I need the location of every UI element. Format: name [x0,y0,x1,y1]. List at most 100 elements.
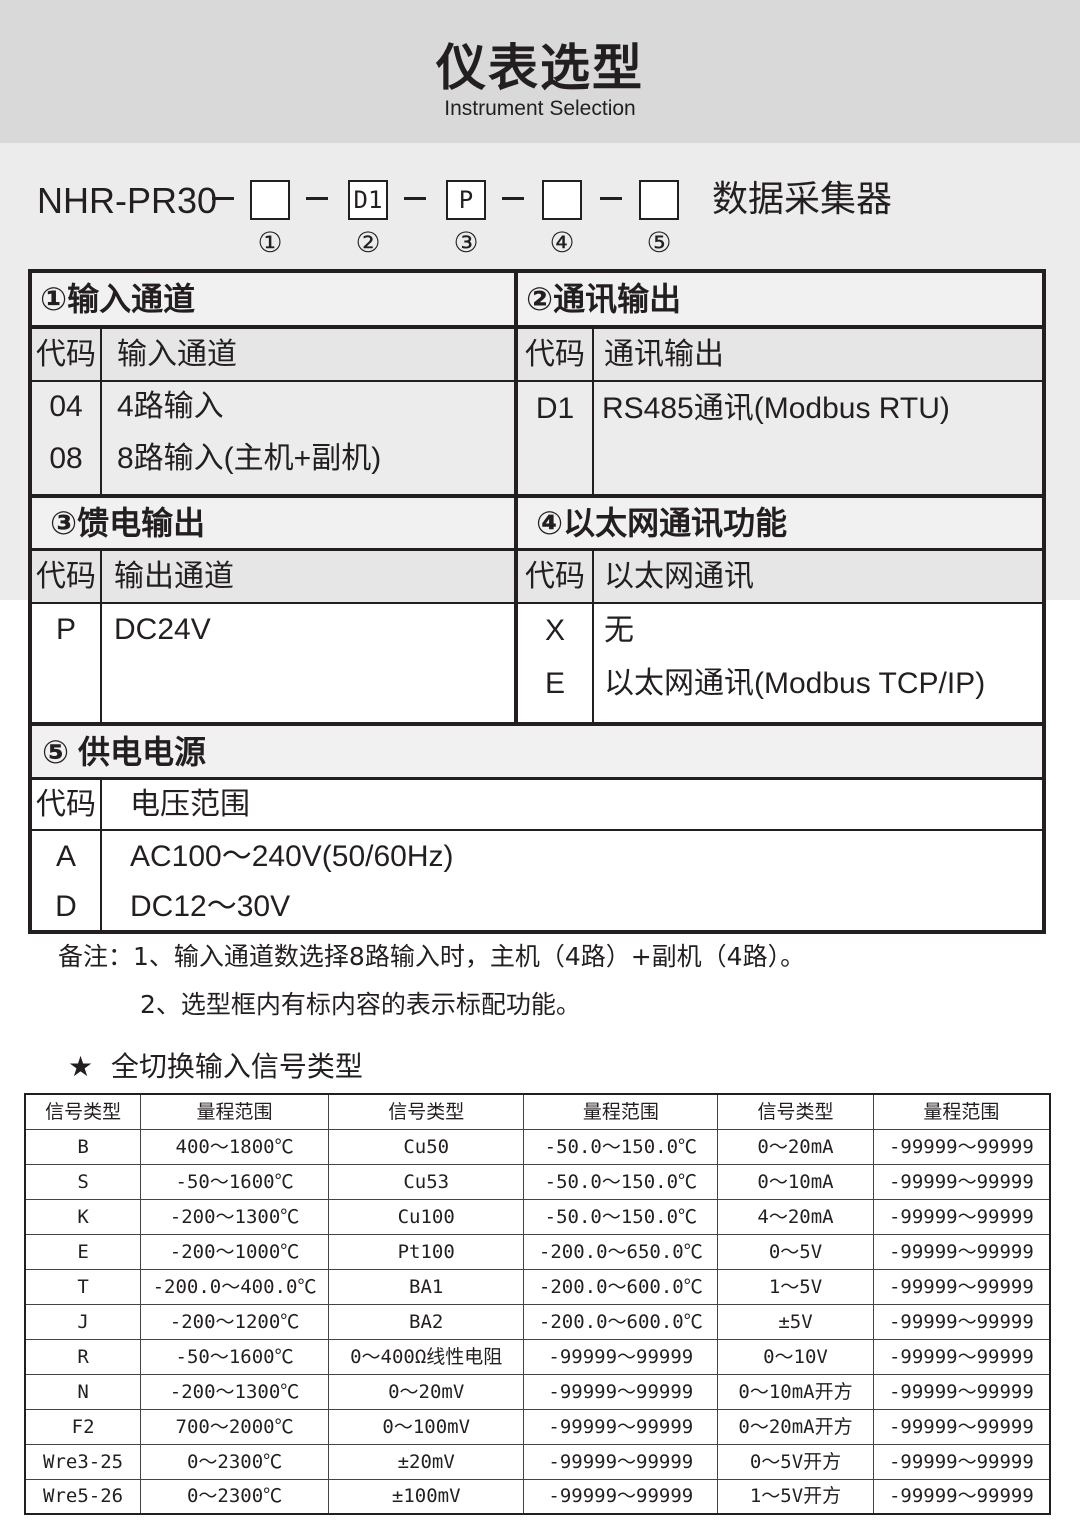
table-cell: E [24,1233,142,1270]
table-cell: -200～1000℃ [140,1233,329,1270]
page-header: 仪表选型 Instrument Selection [0,0,1080,143]
desc-cell: DC24V [114,613,211,646]
section-4-desc-header: 以太网通讯 [604,559,754,593]
divider [32,548,1042,551]
divider [32,777,1042,780]
section-2-title: ②通讯输出 [518,273,1042,325]
dash [502,197,524,200]
code-cell: D [55,889,77,923]
note-2: 2、选型框内有标内容的表示标配功能。 [140,990,581,1019]
desc-cell: 8路输入(主机+副机) [117,442,382,475]
section-1-title: ①输入通道 [32,273,514,325]
table-cell: -50～1600℃ [140,1163,329,1200]
desc-cell: AC100～240V(50/60Hz) [130,840,454,873]
table-cell: -99999～99999 [523,1408,719,1445]
table-row: Wre3-25 0～2300℃ ±20mV -99999～99999 0～5V开方 -99… [24,1443,1051,1480]
signal-table-header: 信号类型 量程范围 信号类型 量程范围 信号类型 量程范围 [24,1093,1051,1130]
section-3-code-header: 代码 [36,559,96,593]
column-header: 量程范围 [140,1093,329,1130]
section-4-code-header: 代码 [525,559,585,593]
code-cell: E [544,667,565,700]
section-5-title: ⑤ 供电电源 [32,726,1042,777]
table-cell: -99999～99999 [872,1268,1051,1305]
table-cell: 0～400Ω线性电阻 [327,1338,525,1375]
table-cell: 1～5V开方 [717,1478,874,1515]
table-cell: 400～1800℃ [140,1128,329,1165]
section-5-desc-header: 电压范围 [130,787,250,821]
code-cell: P [55,613,76,646]
option-number-5: ⑤ [646,226,672,259]
table-cell: Cu50 [327,1128,525,1165]
divider [592,551,594,723]
section-2-header [518,329,1042,380]
column-header: 信号类型 [717,1093,874,1130]
divider [592,329,594,495]
code-cell: 04 [49,390,83,423]
table-cell: 4～20mA [717,1198,874,1235]
table-cell: 0～5V [717,1233,874,1270]
table-cell: 0～2300℃ [140,1443,329,1480]
table-cell: -200.0～400.0℃ [140,1268,329,1305]
table-cell: -99999～99999 [523,1478,719,1515]
table-cell: -99999～99999 [523,1373,719,1410]
table-cell: 0～10V [717,1338,874,1375]
table-row: E -200～1000℃ Pt100 -200.0～650.0℃ 0～5V -99999～… [24,1233,1051,1270]
section-3-title: ③馈电输出 [32,498,514,548]
section-4-header [518,551,1042,602]
option-box-2: D1 [348,180,388,220]
table-cell: Pt100 [327,1233,525,1270]
table-cell: -50～1600℃ [140,1338,329,1375]
table-cell: 0～5V开方 [717,1443,874,1480]
signal-table-title: ★ 全切换输入信号类型 [68,1050,363,1083]
table-cell: 700～2000℃ [140,1408,329,1445]
divider [32,494,1042,498]
table-cell: Cu100 [327,1198,525,1235]
section-3-header [32,551,514,602]
divider [100,329,102,495]
table-cell: -99999～99999 [872,1303,1051,1340]
option-box-1 [250,180,290,220]
dash [600,197,622,200]
option-number-4: ④ [549,226,575,259]
table-cell: T [24,1268,142,1305]
dash [306,197,328,200]
section-5-code-header: 代码 [36,787,96,821]
option-box-3: P [446,180,486,220]
table-cell: K [24,1198,142,1235]
table-row: K -200～1300℃ Cu100 -50.0～150.0℃ 4～20mA -99999… [24,1198,1051,1235]
table-cell: -50.0～150.0℃ [523,1128,719,1165]
section-4-title: ④以太网通讯功能 [518,498,1042,548]
table-cell: -200～1300℃ [140,1198,329,1235]
section-2-desc-header: 通讯输出 [604,337,724,371]
table-cell: 0～2300℃ [140,1478,329,1515]
divider [32,380,1042,382]
table-cell: 1～5V [717,1268,874,1305]
code-cell: A [55,840,76,873]
option-number-2: ② [355,226,381,259]
desc-cell: RS485通讯(Modbus RTU) [602,392,950,425]
table-cell: -99999～99999 [872,1478,1051,1515]
table-cell: R [24,1338,142,1375]
page-title: 仪表选型 [436,39,644,97]
table-cell: -99999～99999 [523,1443,719,1480]
table-cell: -99999～99999 [872,1198,1051,1235]
table-cell: -99999～99999 [872,1233,1051,1270]
code-cell: D1 [535,392,575,425]
table-cell: ±100mV [327,1478,525,1515]
desc-cell: DC12～30V [130,889,291,923]
section-1-desc-header: 输入通道 [117,337,237,371]
table-cell: 0～10mA开方 [717,1373,874,1410]
table-cell: Wre5-26 [24,1478,142,1515]
table-row: S -50～1600℃ Cu53 -50.0～150.0℃ 0～10mA -99999～9… [24,1163,1051,1200]
table-cell: S [24,1163,142,1200]
table-cell: -99999～99999 [872,1163,1051,1200]
table-row: N -200～1300℃ 0～20mV -99999～99999 0～10mA开方 -99… [24,1373,1051,1410]
code-cell: X [544,614,565,647]
table-cell: Cu53 [327,1163,525,1200]
divider [100,551,102,723]
table-cell: N [24,1373,142,1410]
note-1: 备注：1、输入通道数选择8路输入时，主机（4路）+副机（4路）。 [58,942,806,971]
table-cell: -99999～99999 [872,1338,1051,1375]
desc-cell: 以太网通讯(Modbus TCP/IP) [604,667,986,700]
table-cell: -200～1200℃ [140,1303,329,1340]
